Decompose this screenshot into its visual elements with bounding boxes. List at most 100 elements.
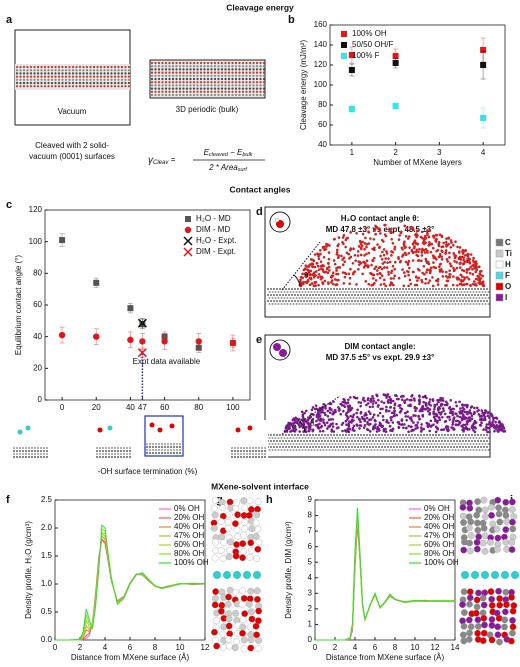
atom — [448, 256, 451, 259]
atom — [466, 594, 474, 602]
atom — [486, 294, 488, 296]
atom — [340, 303, 343, 305]
atom — [196, 68, 199, 71]
atom — [459, 601, 466, 608]
atom — [400, 398, 404, 402]
atom — [360, 415, 364, 419]
atom — [226, 511, 233, 518]
atom — [472, 303, 475, 305]
atom — [448, 405, 452, 409]
atom — [487, 291, 490, 293]
formula-part: γ — [148, 155, 154, 166]
atom — [82, 72, 85, 75]
atom — [99, 65, 103, 69]
atom — [448, 418, 452, 421]
legend-label: 80% OH — [174, 549, 204, 558]
atom — [277, 291, 280, 293]
atom — [57, 85, 61, 88]
atom — [308, 276, 311, 280]
atom — [178, 445, 182, 449]
atom — [15, 81, 19, 85]
atom — [456, 278, 459, 281]
atom — [488, 602, 496, 609]
atom — [449, 245, 453, 249]
atom — [329, 423, 333, 426]
atom — [390, 227, 393, 231]
atom — [407, 252, 411, 255]
x-axis-label: Number of MXene layers — [373, 158, 461, 167]
atom — [389, 277, 393, 280]
atom — [369, 440, 371, 442]
atom — [268, 443, 271, 445]
atom — [409, 291, 412, 293]
atom — [213, 61, 217, 65]
atom — [319, 265, 323, 268]
atom — [357, 440, 359, 442]
atom — [462, 256, 465, 259]
atom — [474, 629, 481, 637]
atom — [98, 449, 102, 453]
atom — [451, 413, 455, 417]
atom — [432, 265, 435, 269]
atom — [104, 452, 108, 456]
atom — [342, 242, 345, 246]
atom — [356, 250, 360, 253]
atom — [116, 449, 120, 453]
atom — [451, 437, 454, 439]
atom — [355, 283, 358, 286]
atom — [382, 449, 385, 451]
atom — [418, 394, 421, 397]
atom — [471, 440, 473, 442]
atom — [495, 510, 503, 518]
atom — [456, 288, 458, 290]
atom — [397, 421, 401, 424]
atom — [362, 426, 366, 429]
atom — [42, 452, 46, 456]
y-axis-label: Density profile, DIM (g/cm³) — [284, 521, 293, 619]
atom — [420, 434, 422, 436]
atom — [336, 288, 338, 290]
atom — [416, 268, 420, 271]
atom — [217, 77, 220, 81]
point — [229, 339, 237, 347]
atom — [349, 396, 352, 399]
atom — [226, 630, 234, 638]
atom — [427, 291, 430, 293]
atom — [33, 446, 37, 450]
atom — [196, 84, 199, 87]
atom — [22, 75, 26, 78]
atom — [348, 446, 350, 448]
atom — [245, 87, 248, 90]
atom — [426, 288, 428, 290]
atom — [471, 294, 473, 296]
atom — [238, 87, 241, 90]
atom — [101, 455, 105, 459]
atom — [309, 427, 312, 431]
atom — [474, 498, 481, 505]
atom — [412, 241, 416, 244]
atom — [318, 300, 320, 302]
atom — [456, 300, 458, 302]
atom — [326, 271, 330, 275]
atom — [343, 291, 346, 293]
atom — [226, 498, 234, 506]
atom — [444, 400, 448, 404]
atom — [303, 300, 305, 302]
atom — [227, 87, 231, 90]
atom — [61, 72, 64, 75]
atom — [356, 254, 360, 257]
atom — [64, 72, 68, 75]
atom — [321, 294, 323, 296]
atom — [18, 446, 22, 450]
atom — [85, 85, 89, 88]
atom — [495, 427, 498, 431]
atom — [157, 68, 161, 71]
atom — [380, 400, 383, 403]
atom — [294, 446, 296, 448]
atom — [462, 269, 466, 273]
atom — [234, 87, 238, 90]
atom — [469, 265, 472, 269]
atom — [276, 434, 278, 436]
atom — [482, 284, 486, 288]
atom — [465, 422, 469, 426]
